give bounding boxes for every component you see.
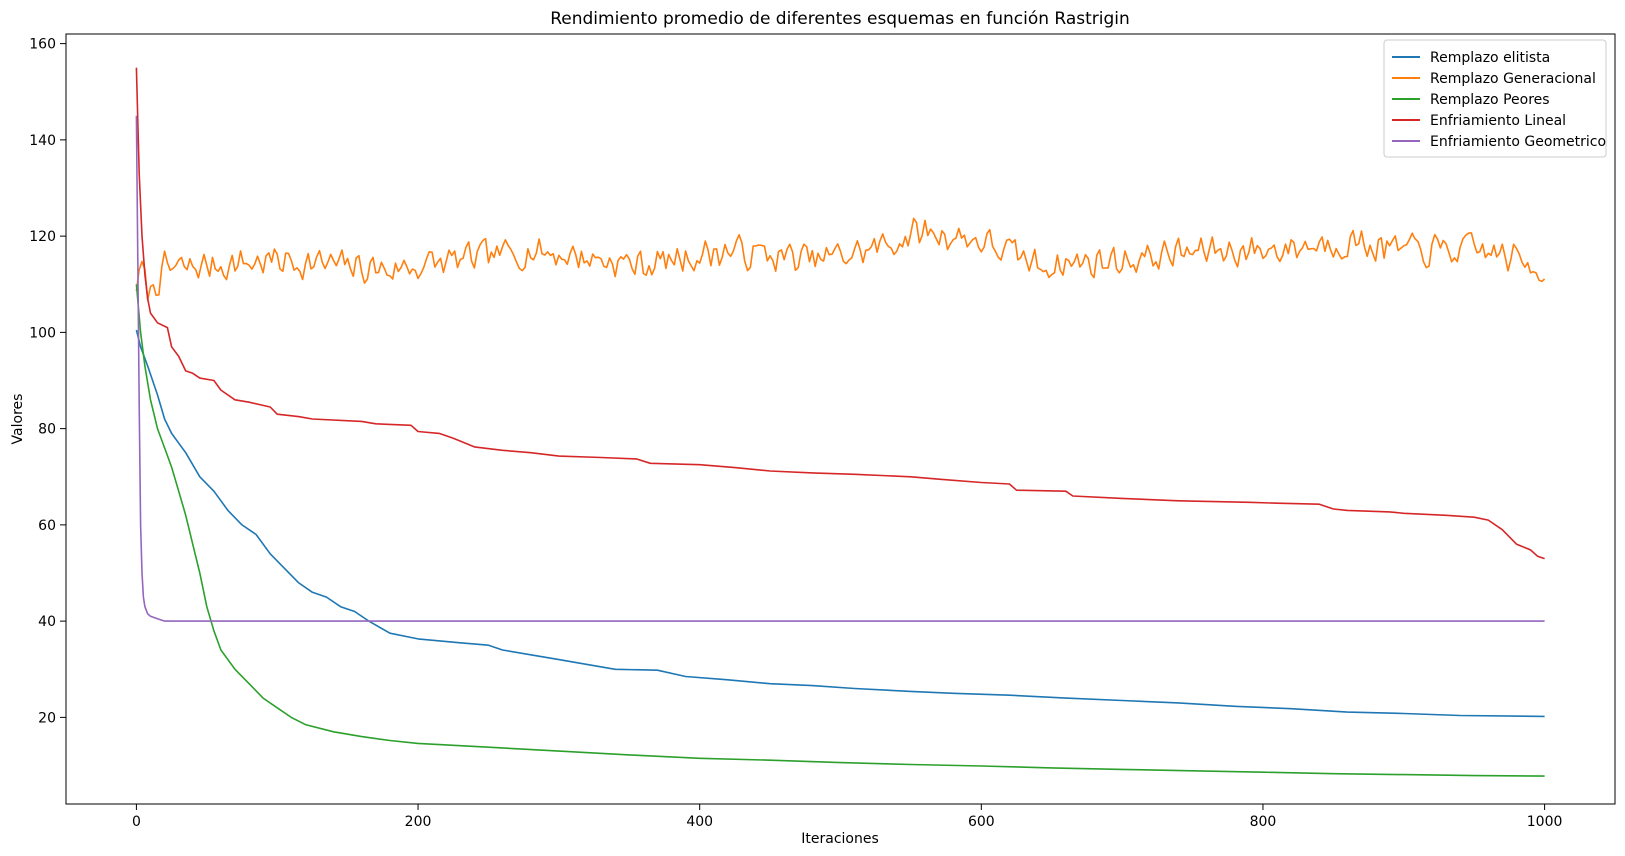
y-tick-label: 80 [38, 422, 56, 438]
x-tick-label: 600 [968, 814, 995, 830]
series-line-enfriamiento-geometrico [135, 115, 1545, 622]
y-tick-label: 100 [29, 325, 56, 341]
y-tick-label: 40 [38, 614, 56, 630]
legend-label: Remplazo Generacional [1430, 71, 1596, 87]
x-tick-label: 400 [686, 814, 713, 830]
plot-lines [135, 67, 1546, 777]
series-line-remplazo-generacional [135, 217, 1546, 301]
series-line-remplazo-elitista [135, 329, 1545, 718]
legend-label: Remplazo Peores [1430, 92, 1550, 108]
legend-frame [1383, 39, 1607, 158]
y-tick-label: 160 [29, 37, 56, 53]
legend: Remplazo elitista Remplazo Generacional Re… [1383, 39, 1607, 158]
y-axis-label: Valores [10, 394, 26, 445]
x-tick-label: 800 [1250, 814, 1277, 830]
y-tick-label: 20 [38, 710, 56, 726]
y-tick-label: 140 [29, 133, 56, 149]
legend-label: Enfriamiento Lineal [1430, 113, 1566, 129]
x-tick-label: 1000 [1527, 814, 1563, 830]
legend-label: Remplazo elitista [1430, 50, 1550, 66]
plot-frame [65, 33, 1616, 805]
x-tick-label: 0 [132, 814, 141, 830]
x-tick-label: 200 [405, 814, 432, 830]
series-line-enfriamiento-lineal [135, 67, 1545, 560]
legend-label: Enfriamiento Geometrico [1430, 134, 1606, 150]
y-tick-label: 60 [38, 518, 56, 534]
chart-title: Rendimiento promedio de diferentes esque… [550, 9, 1130, 29]
x-axis: 0 200 400 600 800 1000 [132, 804, 1562, 830]
y-tick-label: 120 [29, 229, 56, 245]
y-axis: 20 40 60 80 100 120 140 160 [29, 37, 66, 726]
x-axis-label: Iteraciones [801, 831, 879, 847]
series-line-remplazo-peores [135, 284, 1545, 777]
